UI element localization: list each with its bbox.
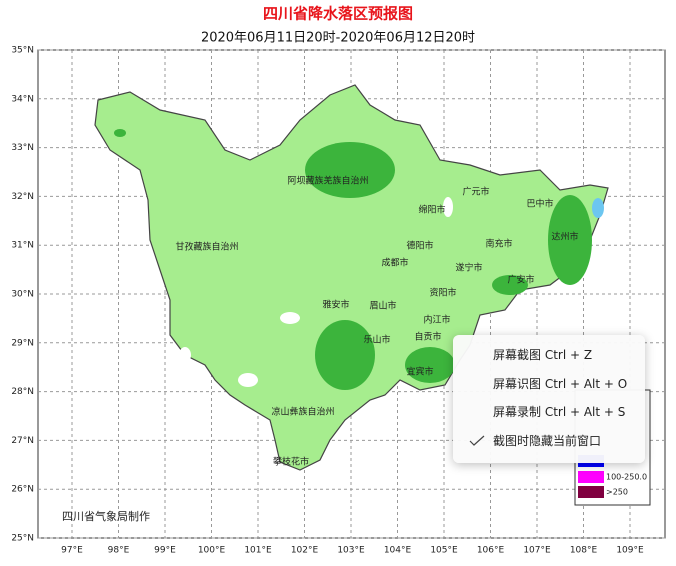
lon-label: 98°E [108,546,130,556]
lat-label: 29°N [11,338,34,348]
check-icon [469,435,485,446]
region-label: 雅安市 [322,299,349,311]
lon-label: 104°E [384,546,412,556]
legend-swatch [578,486,604,498]
menu-item[interactable]: 截图时隐藏当前窗口 [493,434,602,448]
heavy-rain [592,198,604,218]
lat-label: 27°N [11,436,34,446]
region-label: 成都市 [381,257,408,269]
lon-label: 101°E [244,546,272,556]
lon-label: 103°E [337,546,365,556]
lat-label: 34°N [11,94,34,104]
region-label: 甘孜藏族自治州 [175,241,238,253]
lon-label: 107°E [523,546,551,556]
credit: 四川省气象局制作 [62,509,150,523]
region-label: 德阳市 [406,240,433,252]
legend-label: 100-250.0 [606,473,647,482]
region-label: 遂宁市 [455,262,482,274]
legend-swatch [578,471,604,483]
lon-label: 102°E [291,546,319,556]
lon-label: 109°E [616,546,644,556]
context-menu: 屏幕截图 Ctrl + Z 屏幕识图 Ctrl + Alt + O 屏幕录制 C… [453,335,645,463]
dry-areas [179,197,453,387]
region-label: 广安市 [507,274,534,286]
lon-label: 106°E [477,546,505,556]
region-label: 资阳市 [429,287,456,299]
menu-item[interactable]: 屏幕截图 Ctrl + Z [493,348,593,362]
menu-item[interactable]: 屏幕录制 Ctrl + Alt + S [493,405,626,419]
region-label: 乐山市 [363,334,390,346]
lat-label: 31°N [11,241,34,251]
lon-label: 108°E [570,546,598,556]
region-label: 攀枝花市 [273,456,309,468]
rain-areas [114,129,592,390]
menu-item[interactable]: 屏幕识图 Ctrl + Alt + O [493,377,628,391]
lon-label: 99°E [154,546,176,556]
lon-label: 97°E [61,546,83,556]
region-label: 眉山市 [369,300,396,312]
region-label: 绵阳市 [418,204,445,216]
region-label: 自贡市 [414,331,441,343]
region-label: 凉山彝族自治州 [271,406,334,418]
lon-label: 100°E [198,546,226,556]
region-label: 南充市 [485,238,512,250]
lat-label: 25°N [11,534,34,544]
lat-label: 30°N [11,290,34,300]
region-label: 达州市 [551,231,578,243]
legend-label: >250 [606,488,628,497]
lon-label: 105°E [430,546,458,556]
lat-label: 33°N [11,143,34,153]
lat-label: 35°N [11,46,34,56]
lat-label: 32°N [11,192,34,202]
subtitle: 2020年06月11日20时-2020年06月12日20时 [201,31,475,46]
lat-label: 28°N [11,387,34,397]
region-label: 阿坝藏族羌族自治州 [287,175,368,187]
title: 四川省降水落区预报图 [263,5,413,23]
region-label: 广元市 [462,186,489,198]
region-label: 内江市 [423,314,450,326]
region-label: 宜宾市 [406,366,433,378]
region-label: 巴中市 [526,198,553,210]
lat-label: 26°N [11,485,34,495]
